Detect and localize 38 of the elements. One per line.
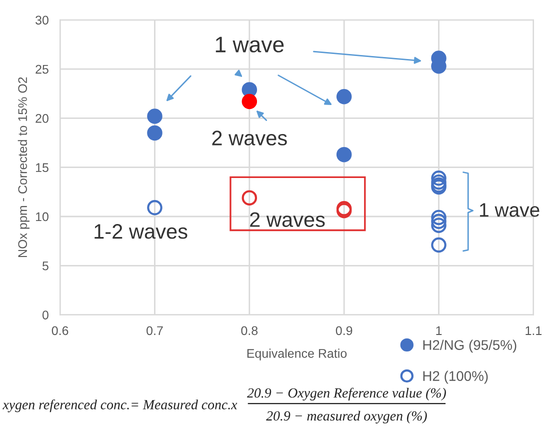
annotation: 1-2 waves [94,224,188,239]
text: xygen referenced conc.= Measured conc.x [2,399,238,412]
point [431,214,446,230]
point [147,200,162,216]
y-tick-label: 30 [36,16,48,25]
x-axis-title: Equivalence Ratio [247,348,347,360]
y-tick-label: 0 [42,310,48,320]
point [336,146,352,162]
annotation: 2 waves [212,130,287,146]
x-tick-label: 1 [436,326,442,335]
point [147,108,162,124]
point [147,125,162,141]
y-tick-label: 20 [36,114,48,123]
point [242,190,258,206]
y-tick-label: 10 [36,212,48,222]
y-tick-label: 25 [36,64,48,74]
point [431,174,446,190]
point [431,170,446,186]
point [431,218,446,233]
annotation: 1 wave [480,203,540,217]
point [242,94,258,110]
annotation: 1 wave [216,36,284,52]
legend-label: H2/NG (95/5%) [423,340,516,353]
annotation: 2 waves [250,212,325,228]
point [431,210,446,226]
y-tick-label: 15 [36,163,48,172]
x-tick-label: 0.8 [241,326,258,336]
text: 20.9 − Oxygen Reference value (%) [247,388,446,401]
x-tick-label: 0.6 [52,326,68,336]
text: 20.9 − measured oxygen (%) [266,410,427,424]
y-axis-title: NOx ppm - Corrected to 15% O2 [18,77,30,257]
point [431,237,446,253]
legend-label: H2 (100%) [423,370,488,384]
point [336,88,352,104]
x-tick-label: 1.1 [526,326,542,335]
x-tick-label: 0.9 [336,326,352,336]
y-tick-label: 5 [42,262,48,270]
x-tick-label: 0.7 [146,326,163,336]
